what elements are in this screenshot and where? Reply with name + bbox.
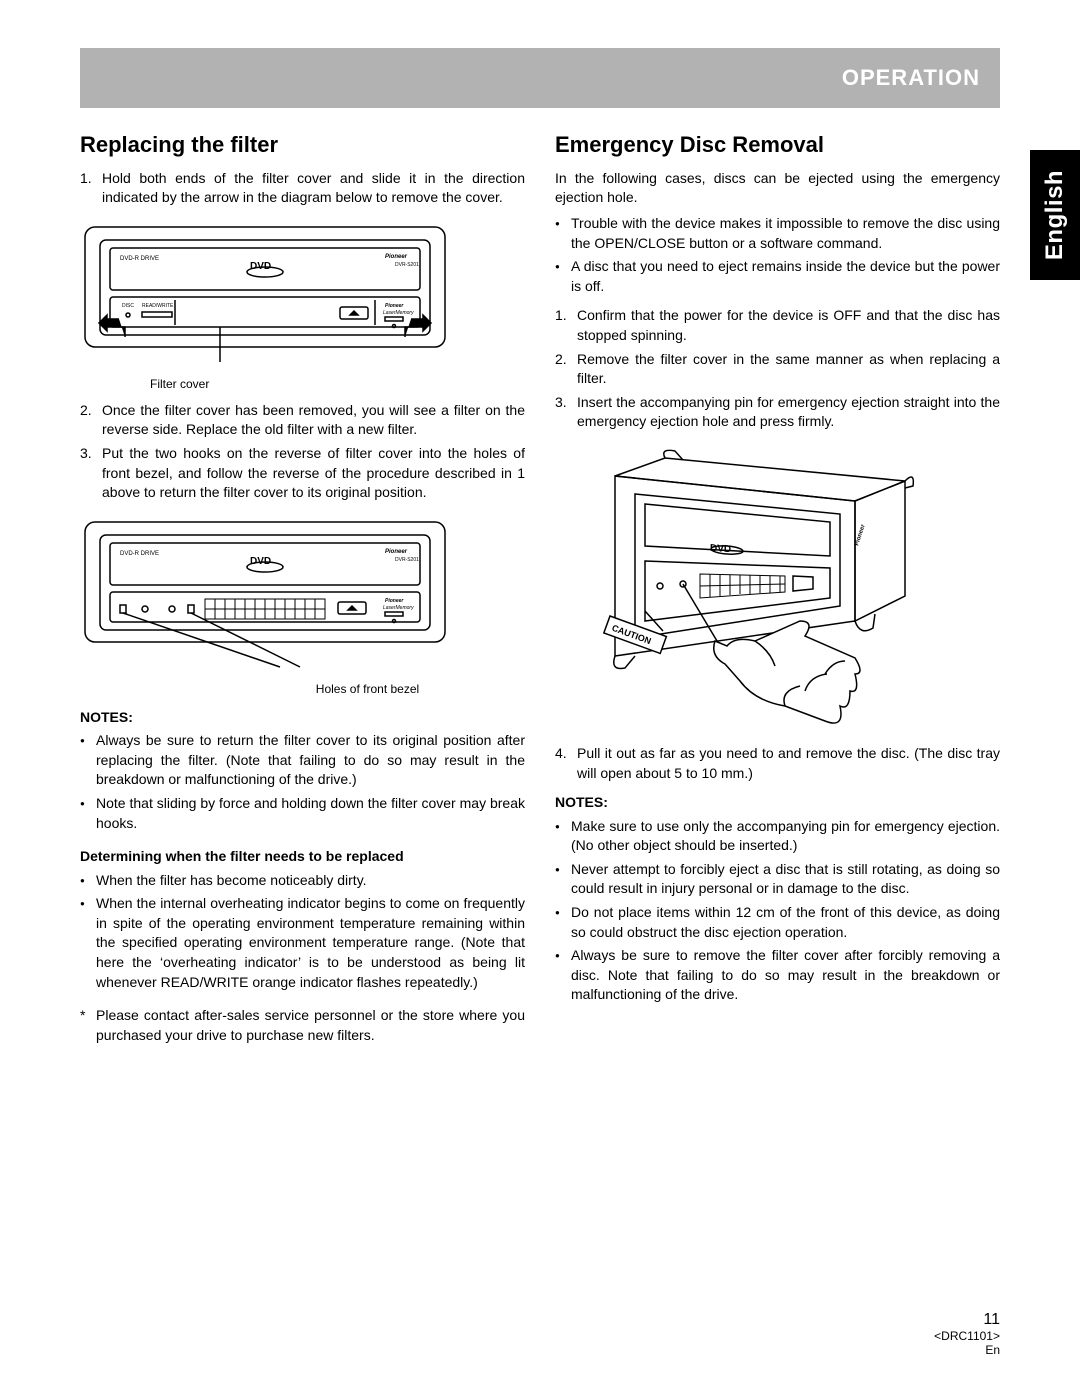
step-number: 4. — [555, 744, 577, 783]
svg-text:DVR-S201: DVR-S201 — [395, 262, 419, 268]
svg-text:DVD-R DRIVE: DVD-R DRIVE — [120, 551, 159, 557]
step-number: 3. — [80, 444, 102, 503]
svg-text:Pioneer: Pioneer — [385, 254, 408, 260]
svg-text:Pioneer: Pioneer — [385, 598, 404, 604]
svg-text:DISC: DISC — [122, 303, 134, 309]
page-number: 11 — [934, 1311, 1000, 1329]
step-number: 3. — [555, 393, 577, 432]
svg-text:Pioneer: Pioneer — [854, 523, 867, 546]
step-number: 2. — [80, 401, 102, 440]
case-item: Trouble with the device makes it impossi… — [571, 214, 1000, 253]
svg-text:DVD: DVD — [250, 261, 271, 272]
section-header: OPERATION — [80, 48, 1000, 108]
cases-list: Trouble with the device makes it impossi… — [555, 214, 1000, 296]
step-text: Confirm that the power for the device is… — [577, 306, 1000, 345]
intro-text: In the following cases, discs can be eje… — [555, 169, 1000, 208]
figure-caption: Holes of front bezel — [80, 681, 525, 698]
subheading-determining: Determining when the filter needs to be … — [80, 847, 525, 867]
svg-text:DVD: DVD — [250, 556, 271, 567]
heading-replacing-filter: Replacing the filter — [80, 130, 525, 161]
notes-list: Always be sure to return the filter cove… — [80, 731, 525, 833]
steps-list-b: 4.Pull it out as far as you need to and … — [555, 744, 1000, 783]
section-title: OPERATION — [842, 65, 980, 91]
det-item: When the filter has become noticeably di… — [96, 871, 367, 891]
heading-emergency-removal: Emergency Disc Removal — [555, 130, 1000, 161]
svg-text:DVR-S201: DVR-S201 — [395, 557, 419, 563]
notes-heading: NOTES: — [555, 793, 1000, 813]
figure-caption: Filter cover — [80, 376, 525, 393]
svg-text:LaserMemory: LaserMemory — [383, 605, 414, 611]
left-column: Replacing the filter 1.Hold both ends of… — [80, 130, 525, 1045]
step-text: Put the two hooks on the reverse of filt… — [102, 444, 525, 503]
figure-emergency-eject: DVD Pioneer — [555, 446, 1000, 736]
figure-front-bezel: DVD-R DRIVE Pioneer DVR-S201 DVD — [80, 517, 525, 698]
steps-list-b: 2.Once the filter cover has been removed… — [80, 401, 525, 503]
language-tab-label: English — [1041, 170, 1069, 260]
step-number: 2. — [555, 350, 577, 389]
case-item: A disc that you need to eject remains in… — [571, 257, 1000, 296]
asterisk: * — [80, 1006, 96, 1045]
after-sales-note: * Please contact after-sales service per… — [80, 1006, 525, 1045]
note-item: Never attempt to forcibly eject a disc t… — [571, 860, 1000, 899]
after-sales-text: Please contact after-sales service perso… — [96, 1006, 525, 1045]
doc-id: <DRC1101> — [934, 1329, 1000, 1343]
note-item: Always be sure to return the filter cove… — [96, 731, 525, 790]
det-item: When the internal overheating indicator … — [96, 894, 525, 992]
language-tab: English — [1030, 150, 1080, 280]
step-text: Remove the filter cover in the same mann… — [577, 350, 1000, 389]
figure-filter-cover: DVD-R DRIVE Pioneer DVR-S201 DVD DISC RE… — [80, 222, 525, 393]
right-column: Emergency Disc Removal In the following … — [555, 130, 1000, 1045]
steps-list-a: 1.Confirm that the power for the device … — [555, 306, 1000, 432]
step-text: Insert the accompanying pin for emergenc… — [577, 393, 1000, 432]
note-item: Make sure to use only the accompanying p… — [571, 817, 1000, 856]
svg-text:DVD-R DRIVE: DVD-R DRIVE — [120, 256, 159, 262]
svg-text:READ/WRITE: READ/WRITE — [142, 303, 174, 309]
lang-code: En — [934, 1343, 1000, 1357]
svg-text:Pioneer: Pioneer — [385, 303, 404, 309]
svg-text:Pioneer: Pioneer — [385, 549, 408, 555]
notes-list: Make sure to use only the accompanying p… — [555, 817, 1000, 1005]
step-text: Hold both ends of the filter cover and s… — [102, 169, 525, 208]
step-text: Once the filter cover has been removed, … — [102, 401, 525, 440]
note-item: Always be sure to remove the filter cove… — [571, 946, 1000, 1005]
step-number: 1. — [555, 306, 577, 345]
determining-list: When the filter has become noticeably di… — [80, 871, 525, 993]
note-item: Note that sliding by force and holding d… — [96, 794, 525, 833]
page-footer: 11 <DRC1101> En — [934, 1311, 1000, 1357]
step-number: 1. — [80, 169, 102, 208]
step-text: Pull it out as far as you need to and re… — [577, 744, 1000, 783]
svg-text:LaserMemory: LaserMemory — [383, 310, 414, 316]
notes-heading: NOTES: — [80, 708, 525, 728]
note-item: Do not place items within 12 cm of the f… — [571, 903, 1000, 942]
steps-list-a: 1.Hold both ends of the filter cover and… — [80, 169, 525, 208]
